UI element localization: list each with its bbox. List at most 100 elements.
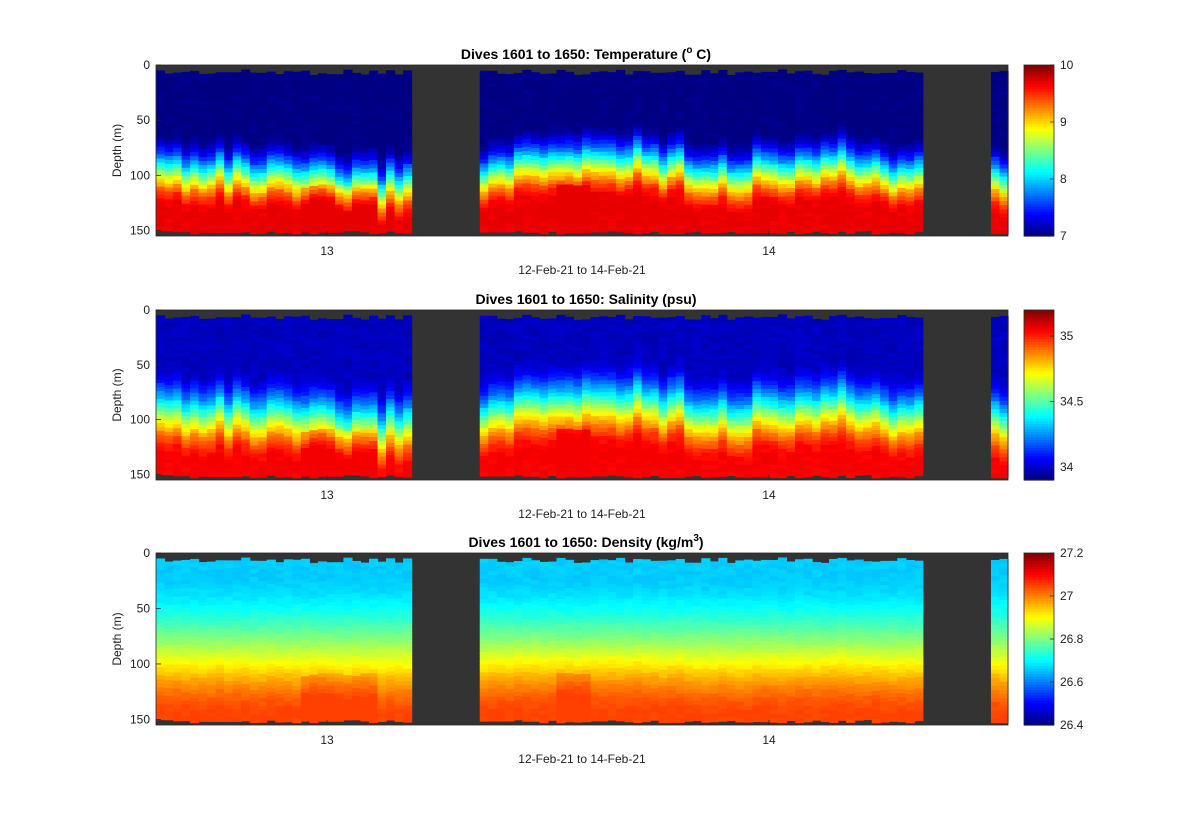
heatmap-cell: [726, 141, 736, 146]
heatmap-cell: [675, 111, 685, 117]
heatmap-cell: [888, 140, 898, 146]
heatmap-cell: [539, 97, 549, 103]
heatmap-cell: [403, 212, 413, 218]
heatmap-cell: [692, 200, 702, 205]
heatmap-cell: [684, 184, 694, 190]
heatmap-cell: [752, 148, 762, 154]
heatmap-cell: [564, 107, 575, 113]
heatmap-cell: [820, 200, 830, 206]
heatmap-cell: [547, 195, 558, 201]
heatmap-cell: [156, 162, 166, 168]
heatmap-cell: [684, 169, 694, 174]
heatmap-cell: [914, 136, 924, 141]
heatmap-cell: [812, 203, 822, 209]
heatmap-cell: [513, 183, 523, 188]
heatmap-cell: [309, 339, 319, 345]
heatmap-cell: [547, 203, 558, 209]
heatmap-cell: [334, 464, 345, 469]
heatmap-cell: [334, 93, 345, 99]
heatmap-cell: [590, 104, 600, 109]
colorbar-swatch: [1024, 182, 1054, 186]
heatmap-cell: [360, 82, 370, 87]
heatmap-cell: [726, 219, 736, 225]
heatmap-cell: [258, 229, 268, 234]
heatmap-cell: [215, 317, 225, 322]
heatmap-cell: [232, 400, 242, 406]
heatmap-cell: [488, 443, 498, 449]
heatmap-cell: [360, 342, 370, 348]
heatmap-cell: [198, 444, 208, 450]
heatmap-cell: [181, 428, 191, 433]
heatmap-cell: [616, 98, 626, 103]
heatmap-cell: [369, 453, 379, 458]
heatmap-cell: [701, 86, 711, 92]
heatmap-cell: [173, 116, 183, 121]
heatmap-cell: [479, 407, 489, 413]
heatmap-cell: [735, 156, 745, 162]
heatmap-cell: [369, 119, 379, 125]
heatmap-cell: [735, 72, 745, 77]
heatmap-cell: [863, 167, 873, 173]
heatmap-cell: [479, 155, 489, 161]
heatmap-cell: [309, 166, 319, 171]
heatmap-cell: [590, 76, 600, 81]
heatmap-cell: [386, 170, 396, 176]
heatmap-cell: [386, 359, 396, 364]
heatmap-cell: [990, 189, 1001, 194]
heatmap-cell: [718, 69, 728, 75]
heatmap-cell: [530, 84, 540, 89]
heatmap-cell: [990, 116, 1001, 122]
heatmap-cell: [547, 330, 558, 335]
heatmap-cell: [181, 227, 191, 233]
heatmap-cell: [283, 464, 293, 470]
heatmap-cell: [590, 139, 600, 145]
heatmap-cell: [232, 156, 242, 161]
heatmap-cell: [351, 175, 362, 181]
colorbar-swatch: [1024, 70, 1054, 74]
heatmap-cell: [522, 211, 532, 217]
heatmap-cell: [539, 469, 549, 475]
heatmap-cell: [164, 187, 174, 193]
heatmap-cell: [317, 128, 327, 134]
heatmap-cell: [547, 172, 558, 177]
heatmap-cell: [224, 396, 234, 402]
heatmap-cell: [309, 181, 319, 187]
heatmap-cell: [369, 380, 379, 385]
heatmap-cell: [232, 428, 242, 434]
heatmap-cell: [786, 136, 796, 142]
heatmap-cell: [667, 181, 677, 186]
heatmap-cell: [556, 114, 566, 120]
heatmap-cell: [241, 407, 251, 412]
heatmap-cell: [479, 399, 489, 405]
heatmap-cell: [190, 201, 200, 206]
heatmap-cell: [547, 179, 558, 185]
heatmap-cell: [224, 184, 234, 189]
heatmap-cell: [249, 116, 259, 122]
heatmap-cell: [386, 419, 396, 424]
heatmap-cell: [190, 429, 200, 434]
heatmap-cell: [224, 76, 234, 81]
heatmap-cell: [369, 91, 379, 96]
heatmap-cell: [394, 413, 404, 419]
heatmap-cell: [854, 179, 864, 184]
heatmap-cell: [513, 179, 523, 185]
heatmap-cell: [173, 100, 183, 105]
colorbar-swatch: [1024, 195, 1054, 200]
heatmap-cell: [999, 209, 1009, 214]
heatmap-cell: [249, 88, 259, 94]
heatmap-cell: [701, 192, 711, 198]
heatmap-cell: [198, 370, 208, 375]
heatmap-cell: [496, 424, 506, 430]
heatmap-cell: [173, 187, 183, 193]
heatmap-cell: [181, 404, 191, 409]
heatmap-cell: [403, 176, 413, 181]
heatmap-cell: [624, 74, 634, 79]
heatmap-cell: [880, 173, 890, 178]
heatmap-cell: [173, 416, 183, 421]
heatmap-cell: [394, 429, 404, 434]
heatmap-cell: [590, 112, 600, 117]
heatmap-cell: [249, 213, 259, 219]
heatmap-cell: [241, 383, 251, 388]
heatmap-cell: [479, 139, 489, 144]
heatmap-cell: [539, 189, 549, 195]
